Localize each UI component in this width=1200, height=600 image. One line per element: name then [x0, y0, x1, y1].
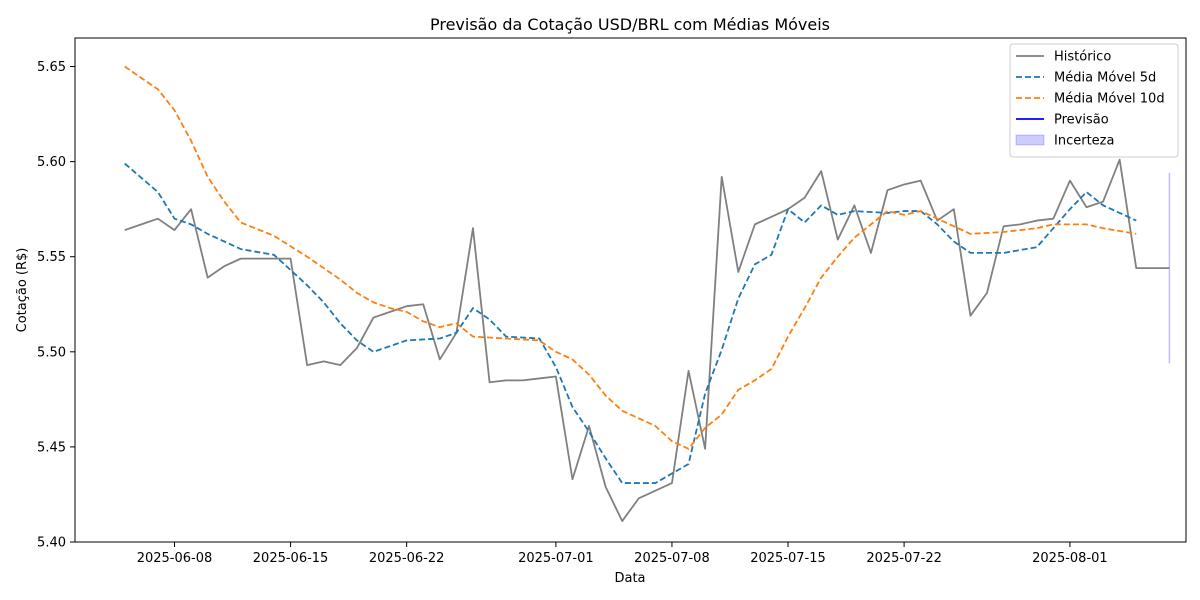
x-tick-label: 2025-07-08 [634, 551, 710, 566]
series-line-media-movel-10d [124, 65, 1137, 450]
y-tick-label: 5.60 [37, 155, 66, 170]
y-tick-label: 5.50 [37, 345, 66, 360]
x-tick-label: 2025-08-01 [1032, 551, 1108, 566]
legend: Histórico Média Móvel 5d Média Móvel 10d Pr… [1009, 43, 1179, 158]
chart-title: Previsão da Cotação USD/BRL com Médias M… [430, 15, 830, 34]
legend-label-historico: Histórico [1054, 50, 1111, 65]
legend-label-media-movel-10d: Média Móvel 10d [1054, 92, 1165, 107]
x-tick-label: 2025-06-15 [253, 551, 329, 566]
legend-label-media-movel-5d: Média Móvel 5d [1054, 71, 1156, 86]
x-tick-label: 2025-06-22 [369, 551, 445, 566]
plot-frame [74, 37, 1187, 543]
series-line-historico [124, 158, 1170, 522]
x-tick-label: 2025-06-08 [137, 551, 213, 566]
legend-swatch-incerteza [1015, 134, 1045, 146]
x-tick-label: 2025-07-15 [750, 551, 826, 566]
legend-label-previsao: Previsão [1054, 113, 1109, 128]
y-tick-label: 5.40 [37, 536, 66, 551]
y-tick-label: 5.65 [37, 60, 66, 75]
y-tick-label: 5.45 [37, 440, 66, 455]
legend-label-incerteza: Incerteza [1054, 134, 1114, 149]
y-axis: 5.40 5.45 5.50 5.55 5.60 5.65 [37, 60, 75, 551]
series-line-media-movel-5d [124, 162, 1137, 484]
y-tick-label: 5.55 [37, 250, 66, 265]
x-tick-label: 2025-07-01 [518, 551, 594, 566]
series-layer [124, 65, 1171, 522]
x-axis: 2025-06-08 2025-06-15 2025-06-22 2025-07-01… [137, 542, 1108, 566]
y-axis-label: Cotação (R$) [15, 248, 30, 333]
legend-box [1009, 43, 1179, 158]
x-tick-label: 2025-07-22 [866, 551, 942, 566]
x-axis-label: Data [614, 571, 645, 586]
